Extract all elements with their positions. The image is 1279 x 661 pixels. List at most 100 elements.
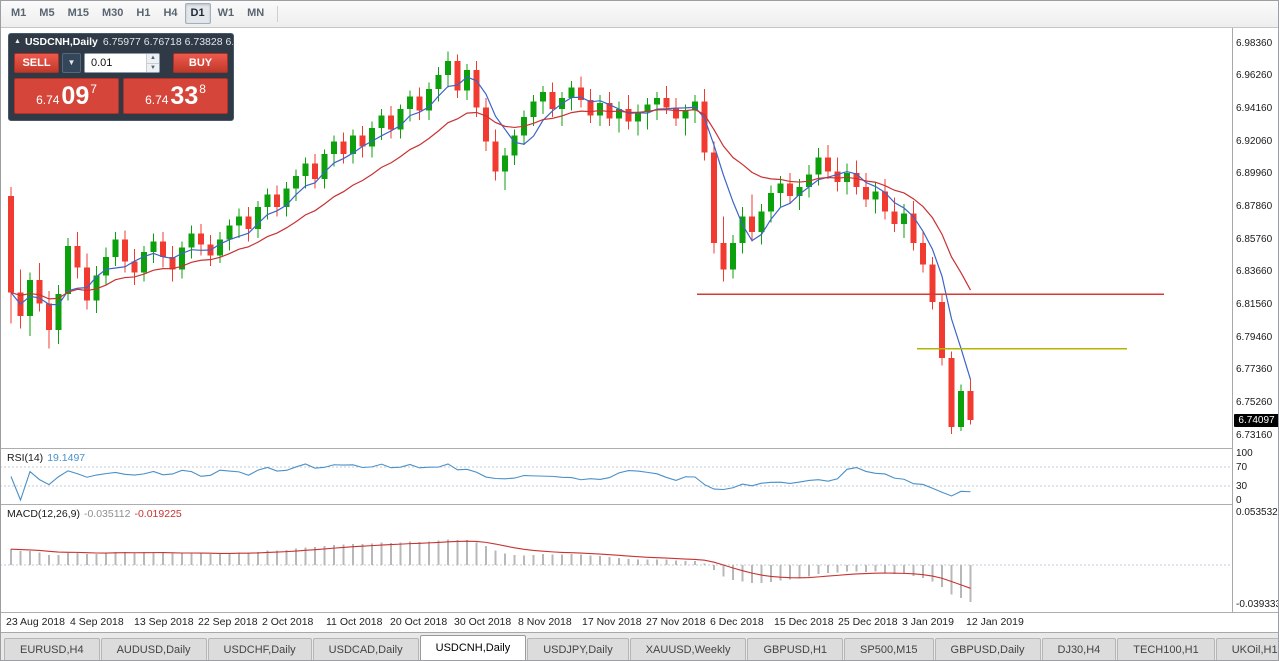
rsi-scale-label: 30	[1236, 480, 1248, 492]
date-label: 15 Dec 2018	[774, 616, 834, 628]
macd-value-signal: -0.019225	[134, 508, 182, 520]
price-scale-label: 6.81560	[1236, 299, 1273, 311]
pane-separator[interactable]	[0, 448, 1279, 449]
chart-tab-ukoil-h1[interactable]: UKOil,H1	[1215, 638, 1279, 661]
buy-price-pip: 8	[199, 82, 206, 96]
price-scale-label: 6.75260	[1236, 397, 1273, 409]
timeframe-button-h4[interactable]: H4	[157, 3, 183, 24]
timeframe-button-h1[interactable]: H1	[130, 3, 156, 24]
rsi-label: RSI(14)	[7, 452, 44, 464]
date-label: 4 Sep 2018	[70, 616, 124, 628]
chart-tab-tech100-h1[interactable]: TECH100,H1	[1117, 638, 1215, 661]
volume-spin-buttons: ▲ ▼	[146, 54, 159, 72]
macd-scale-label: -0.039333	[1236, 599, 1279, 610]
price-scale-label: 6.85760	[1236, 233, 1273, 245]
volume-increase-button[interactable]: ▲	[147, 54, 159, 64]
date-label: 30 Oct 2018	[454, 616, 512, 628]
chart-tab-usdcnh-daily[interactable]: USDCNH,Daily	[419, 635, 527, 661]
date-axis[interactable]: 23 Aug 2018 4 Sep 2018 13 Sep 2018 22 Sep 2…	[0, 613, 1232, 632]
buy-price-big: 33	[170, 82, 199, 111]
price-scale-label: 6.73160	[1236, 429, 1273, 441]
price-scale[interactable]: 6.98360 6.96260 6.94160 6.92060 6.89960 6.878…	[1232, 28, 1279, 612]
price-scale-label: 6.87860	[1236, 201, 1273, 213]
sell-dropdown-button[interactable]: ▼	[62, 53, 81, 73]
date-label: 6 Dec 2018	[710, 616, 764, 628]
chart-title-bar[interactable]: ▲ USDCNH,Daily 6.75977 6.76718 6.73828 6…	[9, 34, 233, 49]
price-scale-label: 6.89960	[1236, 168, 1273, 180]
chart-tab-usdchf-daily[interactable]: USDCHF,Daily	[207, 638, 312, 661]
date-label: 12 Jan 2019	[966, 616, 1024, 628]
date-label: 20 Oct 2018	[390, 616, 448, 628]
toolbar-divider	[277, 5, 279, 22]
quote-row: 6.74 09 7 6.74 33 8	[9, 76, 233, 120]
chevron-down-icon: ▼	[67, 58, 76, 67]
date-label: 17 Nov 2018	[582, 616, 642, 628]
chart-tab-dj30-h4[interactable]: DJ30,H4	[1041, 638, 1117, 661]
price-scale-label: 6.79460	[1236, 331, 1273, 343]
price-scale-label: 6.96260	[1236, 70, 1273, 82]
price-scale-label: 6.94160	[1236, 103, 1273, 115]
one-click-trading-panel: ▲ USDCNH,Daily 6.75977 6.76718 6.73828 6…	[8, 33, 234, 121]
macd-value-main: -0.035112	[83, 508, 131, 520]
timeframe-toolbar: M1 M5 M15 M30 H1 H4 D1 W1 MN	[0, 0, 1279, 28]
volume-input[interactable]	[85, 54, 146, 72]
date-label: 13 Sep 2018	[134, 616, 194, 628]
order-entry-row: SELL ▼ ▲ ▼ BUY	[9, 49, 233, 76]
macd-scale-label: 0.053532	[1236, 507, 1278, 518]
rsi-scale-label: 100	[1236, 448, 1253, 459]
date-label: 27 Nov 2018	[646, 616, 706, 628]
macd-header: MACD(12,26,9) -0.035112 -0.019225	[7, 508, 182, 520]
chart-tab-gbpusd-h1[interactable]: GBPUSD,H1	[747, 638, 844, 661]
chart-tab-xauusd-weekly[interactable]: XAUUSD,Weekly	[629, 638, 747, 661]
chart-tab-audusd-daily[interactable]: AUDUSD,Daily	[100, 638, 207, 661]
timeframe-button-mn[interactable]: MN	[241, 3, 270, 24]
date-label: 25 Dec 2018	[838, 616, 898, 628]
macd-label: MACD(12,26,9)	[7, 508, 80, 520]
chart-tab-usdcad-daily[interactable]: USDCAD,Daily	[312, 638, 419, 661]
date-label: 22 Sep 2018	[198, 616, 258, 628]
collapse-icon[interactable]: ▲	[14, 38, 21, 45]
main-chart[interactable]	[0, 28, 1232, 448]
macd-pane[interactable]	[0, 505, 1232, 612]
buy-price-display[interactable]: 6.74 33 8	[123, 78, 228, 114]
timeframe-button-m1[interactable]: M1	[5, 3, 32, 24]
date-label: 11 Oct 2018	[326, 616, 383, 628]
sell-price-big: 09	[61, 82, 90, 111]
date-label: 8 Nov 2018	[518, 616, 572, 628]
timeframe-button-w1[interactable]: W1	[212, 3, 241, 24]
current-price-tag: 6.74097	[1234, 414, 1279, 428]
date-label: 3 Jan 2019	[902, 616, 954, 628]
price-scale-label: 6.83660	[1236, 266, 1273, 278]
sell-button[interactable]: SELL	[14, 53, 59, 73]
date-label: 23 Aug 2018	[6, 616, 65, 628]
pane-separator	[0, 612, 1279, 613]
timeframe-button-d1[interactable]: D1	[184, 3, 211, 24]
chart-tab-eurusd-h4[interactable]: EURUSD,H4	[4, 638, 100, 661]
buy-price-prefix: 6.74	[145, 93, 169, 107]
rsi-pane[interactable]	[0, 449, 1232, 504]
price-scale-label: 6.98360	[1236, 37, 1273, 49]
ohlc-values: 6.75977 6.76718 6.73828 6.74097	[102, 35, 233, 48]
chart-tabbar: EURUSD,H4 AUDUSD,Daily USDCHF,Daily USDCAD,…	[0, 632, 1279, 661]
chart-tab-gbpusd-daily[interactable]: GBPUSD,Daily	[934, 638, 1041, 661]
date-label: 2 Oct 2018	[262, 616, 314, 628]
volume-stepper[interactable]: ▲ ▼	[84, 53, 160, 73]
timeframe-button-m30[interactable]: M30	[96, 3, 129, 24]
chart-tab-usdjpy-daily[interactable]: USDJPY,Daily	[527, 638, 629, 661]
sell-price-pip: 7	[90, 82, 97, 96]
sell-price-display[interactable]: 6.74 09 7	[14, 78, 119, 114]
price-scale-label: 6.92060	[1236, 135, 1273, 147]
rsi-header: RSI(14) 19.1497	[7, 452, 85, 464]
rsi-value: 19.1497	[47, 452, 86, 464]
volume-decrease-button[interactable]: ▼	[147, 64, 159, 72]
rsi-scale-label: 70	[1236, 462, 1248, 474]
buy-button[interactable]: BUY	[173, 53, 228, 73]
rsi-scale-label: 0	[1236, 495, 1242, 506]
price-scale-label: 6.77360	[1236, 364, 1273, 376]
symbol-period-label: USDCNH,Daily	[24, 35, 98, 48]
pane-separator[interactable]	[0, 504, 1279, 505]
sell-price-prefix: 6.74	[36, 93, 60, 107]
timeframe-button-m5[interactable]: M5	[33, 3, 60, 24]
timeframe-button-m15[interactable]: M15	[62, 3, 95, 24]
chart-tab-sp500-m15[interactable]: SP500,M15	[844, 638, 934, 661]
